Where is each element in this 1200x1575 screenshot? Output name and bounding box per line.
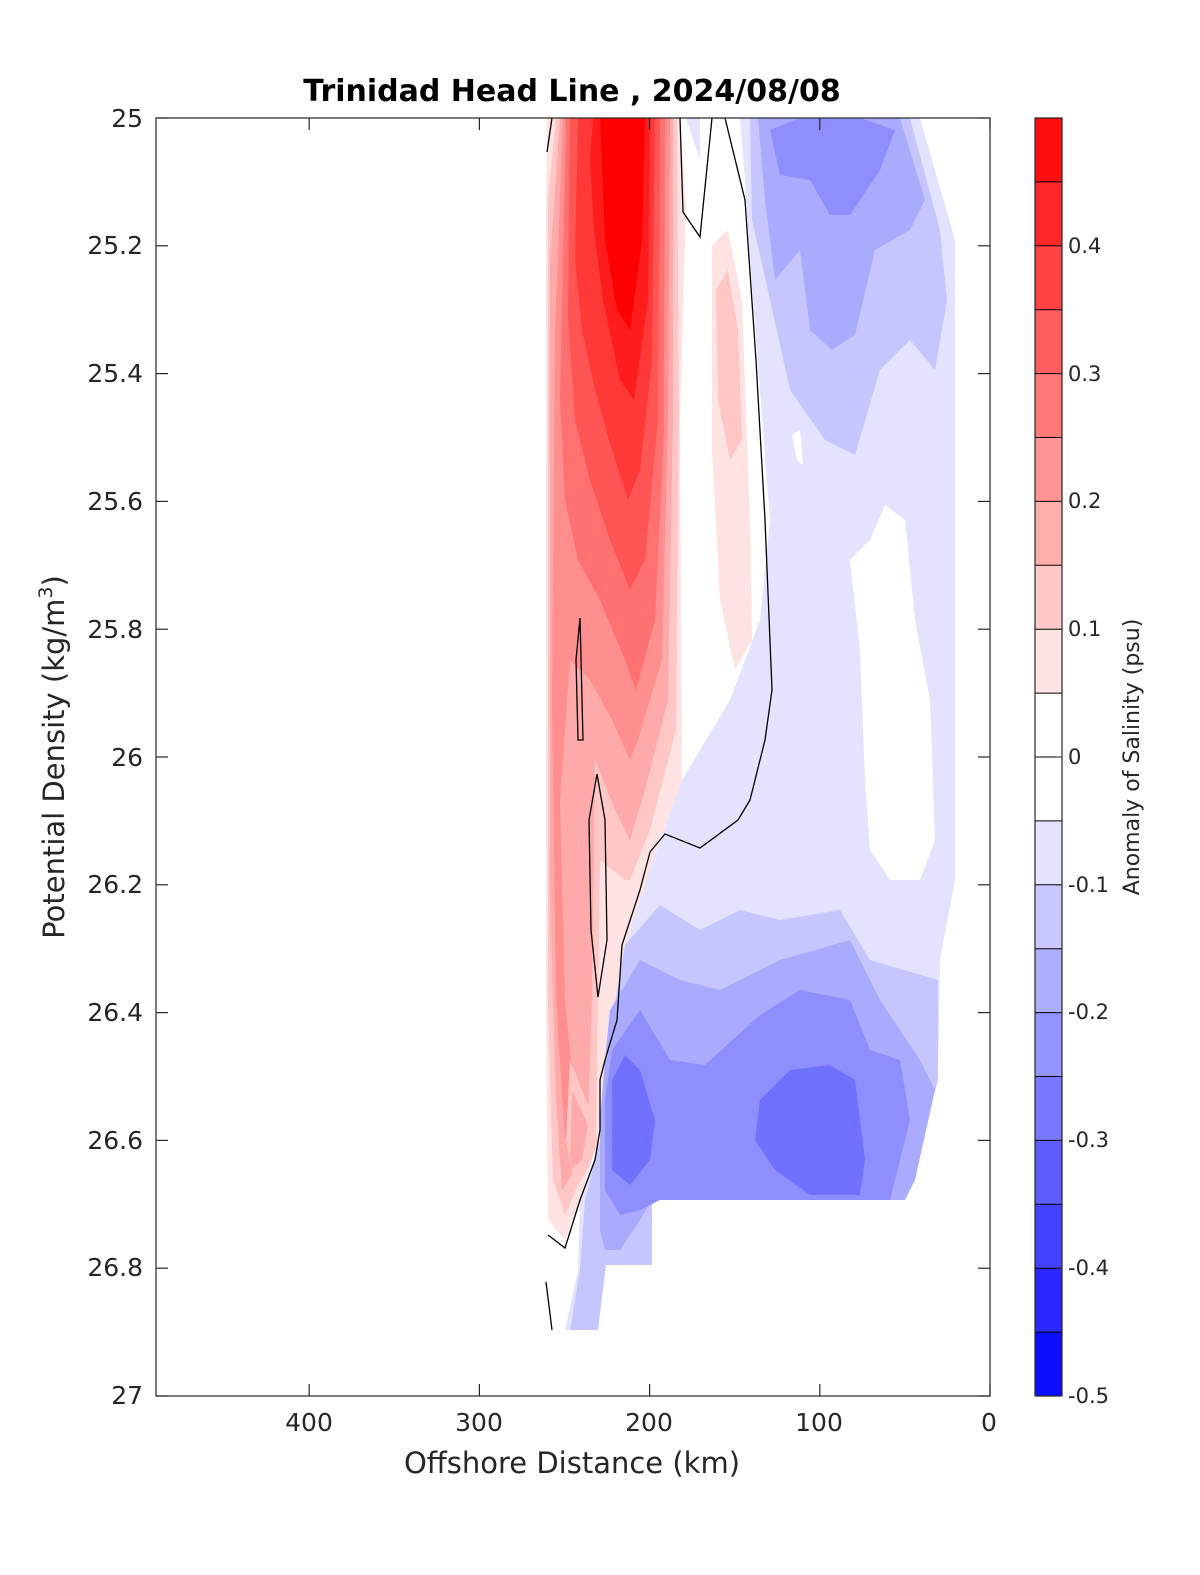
colorbar-swatch [1035, 1076, 1062, 1141]
y-tick-label: 25.8 [87, 615, 143, 644]
y-tick-label: 25.2 [87, 231, 143, 260]
y-axis-label-close: ) [37, 575, 71, 586]
colorbar-swatches [1035, 118, 1062, 1397]
colorbar-swatch [1035, 437, 1062, 502]
y-axis-label-main: Potential Density (kg/m [37, 599, 71, 939]
colorbar-swatch [1035, 948, 1062, 1014]
x-tick-label: 400 [285, 1408, 333, 1437]
x-tick-label: 300 [455, 1408, 503, 1437]
colorbar-tick-label: 0.4 [1068, 234, 1101, 258]
y-tick-label: 25.6 [87, 487, 143, 516]
colorbar-swatch [1035, 757, 1062, 822]
y-axis-label: Potential Density (kg/m3) [35, 575, 71, 939]
contour-fill-zero-pocket [850, 505, 935, 880]
colorbar-tick-label: -0.2 [1068, 1000, 1109, 1024]
axis-ticks [156, 117, 991, 1397]
y-tick-label: 26 [111, 743, 143, 772]
contour-fills [546, 118, 955, 1330]
colorbar-swatch [1035, 884, 1062, 950]
plot-area [155, 117, 991, 1397]
contour-lines [545, 118, 773, 1331]
contour-fill-zero-notch [792, 430, 803, 465]
colorbar-tick-label: 0.1 [1068, 617, 1101, 641]
colorbar-swatch [1035, 629, 1062, 694]
x-tick-label: 200 [625, 1408, 673, 1437]
y-tick-label: 26.6 [87, 1126, 143, 1155]
colorbar-swatch [1035, 1012, 1062, 1077]
x-axis-label: Offshore Distance (km) [404, 1446, 740, 1480]
colorbar-swatch [1035, 1332, 1062, 1397]
colorbar-tick-label: -0.4 [1068, 1256, 1109, 1280]
colorbar-tick-label: 0.3 [1068, 362, 1101, 386]
zero-contour-inner-1 [575, 617, 584, 741]
colorbar-swatch [1035, 373, 1062, 438]
y-tick-label: 26.2 [87, 870, 143, 899]
y-tick-label: 25 [111, 104, 143, 133]
colorbar-swatch [1035, 693, 1062, 758]
y-tick-labels: 25 25.2 25.4 25.6 25.8 26 26.2 26.4 26.6… [87, 104, 143, 1410]
y-tick-label: 26.8 [87, 1253, 143, 1282]
colorbar: 0.4 0.3 0.2 0.1 0 -0.1 -0.2 -0.3 -0.4 -0… [1034, 117, 1145, 1408]
x-tick-label: 100 [795, 1408, 843, 1437]
y-tick-label: 26.4 [87, 998, 143, 1027]
colorbar-swatch [1035, 118, 1062, 183]
colorbar-swatch [1035, 245, 1062, 311]
colorbar-swatch [1035, 820, 1062, 886]
chart-title: Trinidad Head Line , 2024/08/08 [303, 74, 840, 109]
colorbar-swatch [1035, 501, 1062, 566]
colorbar-label: Anomaly of Salinity (psu) [1120, 619, 1145, 896]
colorbar-tick-label: -0.5 [1068, 1384, 1109, 1408]
y-tick-label: 27 [111, 1381, 143, 1410]
colorbar-tick-label: 0 [1068, 745, 1081, 769]
y-tick-label: 25.4 [87, 359, 143, 388]
colorbar-swatch [1035, 1140, 1062, 1205]
zero-contour-inner-2 [588, 773, 608, 998]
colorbar-tick-label: -0.1 [1068, 873, 1109, 897]
colorbar-swatch [1035, 1204, 1062, 1269]
zero-contour-bottom [545, 1281, 553, 1331]
contour-fill-neg-0.25 [612, 1055, 865, 1195]
contour-fill-pos-0.45 [600, 118, 645, 330]
colorbar-swatch [1035, 181, 1062, 247]
y-axis-label-superscript: 3 [35, 586, 57, 598]
contour-fill-neg-0.15 [600, 118, 935, 1250]
x-tick-labels: 400 300 200 100 0 [285, 1408, 997, 1437]
colorbar-swatch [1035, 309, 1062, 375]
x-tick-label: 0 [981, 1408, 997, 1437]
colorbar-swatch [1035, 1268, 1062, 1333]
colorbar-swatch [1035, 565, 1062, 630]
zero-contour-main [546, 118, 773, 1250]
colorbar-tick-label: -0.3 [1068, 1128, 1109, 1152]
colorbar-tick-marks [1056, 245, 1062, 1397]
contour-fill-pos-secondary-0.1 [716, 270, 742, 460]
colorbar-tick-label: 0.2 [1068, 489, 1101, 513]
contour-fill-pos-deep-inner [570, 1090, 588, 1170]
